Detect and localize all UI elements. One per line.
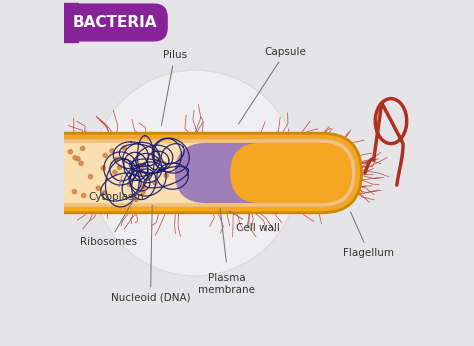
Circle shape xyxy=(33,179,37,183)
Circle shape xyxy=(140,165,144,169)
Circle shape xyxy=(96,186,100,190)
FancyBboxPatch shape xyxy=(230,143,352,203)
Text: Cytoplasm: Cytoplasm xyxy=(88,176,144,202)
Circle shape xyxy=(153,181,157,185)
Circle shape xyxy=(127,182,131,186)
Circle shape xyxy=(55,151,59,155)
Circle shape xyxy=(73,156,77,160)
Circle shape xyxy=(38,182,43,186)
Circle shape xyxy=(115,157,119,161)
Circle shape xyxy=(28,170,32,174)
Circle shape xyxy=(34,164,38,168)
Circle shape xyxy=(40,182,44,186)
Circle shape xyxy=(76,157,80,161)
Circle shape xyxy=(73,190,76,194)
FancyBboxPatch shape xyxy=(25,143,352,203)
Text: Capsule: Capsule xyxy=(238,47,306,124)
Text: Nucleoid (DNA): Nucleoid (DNA) xyxy=(111,205,191,302)
FancyBboxPatch shape xyxy=(175,143,352,203)
Circle shape xyxy=(155,159,158,163)
Circle shape xyxy=(139,170,143,174)
Circle shape xyxy=(122,146,127,150)
Text: Cell wall: Cell wall xyxy=(229,211,280,233)
Circle shape xyxy=(89,175,92,179)
Circle shape xyxy=(82,193,86,198)
Text: Ribosomes: Ribosomes xyxy=(81,191,139,247)
FancyBboxPatch shape xyxy=(21,139,356,207)
Circle shape xyxy=(81,146,85,151)
Circle shape xyxy=(101,166,105,170)
Text: Plasma
membrane: Plasma membrane xyxy=(198,273,255,295)
Circle shape xyxy=(110,149,114,153)
Circle shape xyxy=(55,156,59,161)
Bar xyxy=(64,3,78,42)
Circle shape xyxy=(68,150,73,154)
Circle shape xyxy=(164,173,168,177)
Circle shape xyxy=(93,71,298,275)
Text: BACTERIA: BACTERIA xyxy=(73,15,157,30)
Circle shape xyxy=(79,161,83,165)
Text: Flagellum: Flagellum xyxy=(343,212,394,257)
Circle shape xyxy=(134,198,138,202)
Circle shape xyxy=(43,153,47,157)
Circle shape xyxy=(103,153,107,157)
Circle shape xyxy=(141,190,145,194)
Circle shape xyxy=(142,185,146,189)
Circle shape xyxy=(102,191,107,195)
Circle shape xyxy=(118,165,121,170)
FancyBboxPatch shape xyxy=(64,3,168,42)
Circle shape xyxy=(51,194,55,198)
FancyBboxPatch shape xyxy=(16,133,362,213)
Circle shape xyxy=(113,170,117,174)
Text: Pilus: Pilus xyxy=(162,51,187,125)
